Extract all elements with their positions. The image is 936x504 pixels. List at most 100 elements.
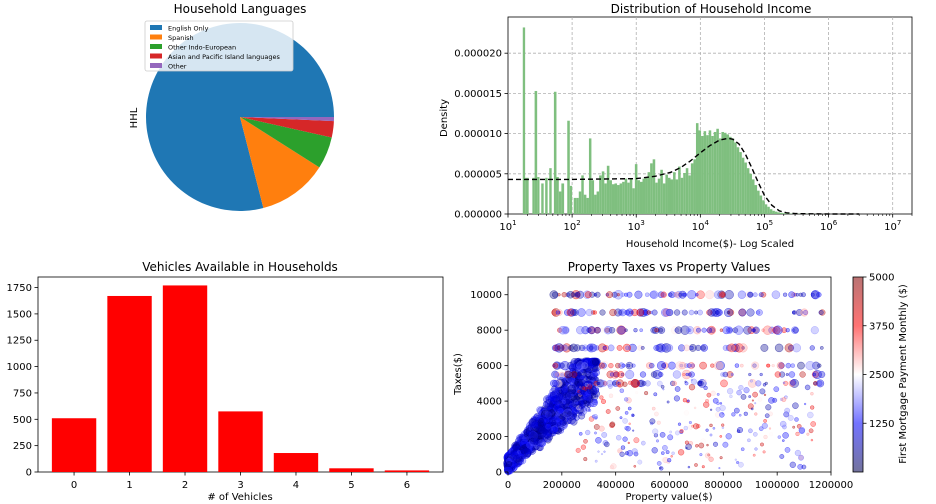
scatter-sparse-point bbox=[594, 431, 597, 435]
scatter-sparse-point bbox=[762, 450, 766, 454]
scatter-sparse-point bbox=[640, 440, 646, 446]
scatter-band-point bbox=[640, 345, 645, 350]
scatter-point bbox=[591, 393, 597, 399]
scatter-sparse-point bbox=[715, 406, 721, 412]
scatter-band-point bbox=[644, 292, 650, 297]
scatter-band-point bbox=[561, 326, 570, 335]
vehicle-bar bbox=[273, 453, 319, 472]
scatter-sparse-point bbox=[738, 461, 744, 468]
scatter-band-point bbox=[751, 361, 760, 370]
vehicle-bar bbox=[107, 295, 152, 472]
scatter-point bbox=[530, 438, 537, 445]
scatter-sparse-point bbox=[699, 453, 703, 457]
scatter-band-point bbox=[674, 326, 683, 334]
scatter-point bbox=[542, 429, 552, 439]
scatter-sparse-point bbox=[624, 425, 629, 431]
scatter-sparse-point bbox=[736, 426, 744, 434]
scatter-point bbox=[518, 450, 524, 456]
hist-bar bbox=[736, 147, 740, 214]
scatter-band-point bbox=[609, 372, 615, 377]
scatter-sparse-point bbox=[701, 465, 705, 469]
scatter-band-point bbox=[660, 291, 667, 298]
scatter-band-point bbox=[609, 308, 617, 317]
bar-title: Vehicles Available in Households bbox=[142, 260, 338, 274]
scatter-sparse-point bbox=[781, 439, 785, 442]
scatter-sparse-point bbox=[660, 451, 665, 455]
scatter-band-point bbox=[817, 363, 822, 368]
scatter-ylabel: Taxes($) bbox=[453, 353, 464, 396]
hist-bar bbox=[701, 136, 704, 214]
scatter-sparse-point bbox=[674, 386, 681, 392]
scatter-band-point bbox=[697, 309, 703, 316]
bar-x-tick-label: 0 bbox=[71, 480, 77, 491]
scatter-sparse-point bbox=[659, 431, 666, 438]
hist-y-tick-label: 0.000000 bbox=[454, 210, 502, 221]
scatter-band-point bbox=[648, 362, 655, 369]
vehicle-bar bbox=[51, 418, 97, 472]
scatter-band-point bbox=[570, 309, 577, 316]
hist-ylabel: Density bbox=[439, 99, 450, 137]
scatter-band-point bbox=[771, 290, 781, 299]
hist-bar bbox=[561, 183, 565, 214]
scatter-sparse-point bbox=[628, 380, 633, 385]
scatter-sparse-point bbox=[738, 413, 742, 417]
scatter-sparse-point bbox=[685, 446, 688, 450]
scatter-sparse-point bbox=[615, 406, 621, 411]
bar-x-tick-label: 6 bbox=[404, 480, 410, 491]
hist-bar bbox=[588, 138, 592, 214]
scatter-band-point bbox=[646, 310, 652, 315]
hist-bar bbox=[690, 163, 694, 214]
hist-bar bbox=[556, 177, 559, 214]
hist-bar bbox=[573, 197, 577, 214]
scatter-band-point bbox=[608, 362, 614, 369]
scatter-band-point bbox=[653, 344, 660, 351]
scatter-sparse-point bbox=[763, 419, 767, 423]
scatter-sparse-point bbox=[622, 381, 628, 387]
hist-bar bbox=[652, 159, 656, 214]
scatter-band-point bbox=[586, 344, 594, 352]
scatter-band-point bbox=[778, 362, 785, 369]
scatter-sparse-point bbox=[733, 407, 740, 414]
scatter-point bbox=[570, 377, 576, 383]
scatter-sparse-point bbox=[622, 436, 628, 442]
scatter-band-point bbox=[688, 371, 695, 378]
scatter-sparse-point bbox=[803, 402, 807, 406]
scatter-sparse-point bbox=[792, 402, 799, 409]
hist-bar bbox=[647, 172, 651, 214]
scatter-sparse-point bbox=[752, 431, 758, 437]
hist-bar bbox=[541, 183, 544, 214]
scatter-band-point bbox=[738, 343, 748, 353]
scatter-sparse-point bbox=[622, 418, 628, 424]
scatter-sparse-point bbox=[667, 434, 674, 441]
scatter-sparse-point bbox=[740, 447, 745, 452]
scatter-sparse-point bbox=[688, 424, 694, 430]
scatter-sparse-point bbox=[679, 428, 684, 434]
hist-x-tick-label: 105 bbox=[756, 219, 773, 233]
scatter-sparse-point bbox=[633, 464, 637, 468]
scatter-sparse-point bbox=[757, 397, 763, 402]
pie-slice bbox=[240, 117, 334, 122]
scatter-sparse-point bbox=[592, 413, 598, 420]
scatter-sparse-point bbox=[603, 450, 606, 453]
scatter-sparse-point bbox=[810, 421, 817, 427]
pie-chart-panel: Household Languages HHL English OnlySpan… bbox=[129, 2, 334, 211]
vehicle-bars bbox=[51, 285, 430, 472]
hist-bar bbox=[553, 91, 557, 214]
hist-bar bbox=[596, 191, 600, 214]
scatter-sparse-point bbox=[725, 433, 732, 440]
hist-bar bbox=[599, 175, 602, 214]
scatter-band-point bbox=[784, 343, 794, 353]
scatter-sparse-point bbox=[593, 423, 600, 430]
scatter-band-point bbox=[639, 328, 644, 333]
hist-bar bbox=[645, 177, 648, 214]
scatter-point bbox=[523, 429, 529, 435]
scatter-sparse-point bbox=[810, 391, 814, 396]
scatter-sparse-point bbox=[670, 455, 673, 458]
scatter-point bbox=[546, 423, 551, 429]
scatter-sparse-point bbox=[781, 397, 787, 403]
hist-bar bbox=[716, 128, 719, 214]
scatter-point bbox=[554, 414, 559, 419]
vehicle-bar bbox=[384, 470, 430, 472]
